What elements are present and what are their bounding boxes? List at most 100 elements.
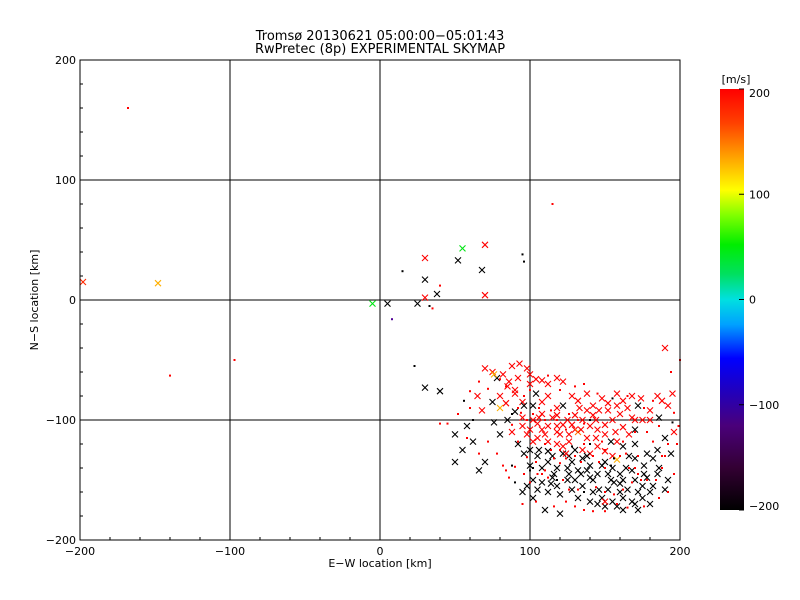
data-point-dot — [544, 419, 546, 421]
data-point-x — [538, 398, 546, 406]
data-point-x — [609, 416, 616, 424]
data-point-x — [478, 407, 486, 414]
data-point-x — [658, 397, 666, 405]
data-point-x — [534, 452, 541, 460]
data-point-dot — [505, 469, 507, 472]
data-point-x — [612, 428, 619, 436]
data-point-x — [463, 422, 471, 430]
y-tick-label: 100 — [55, 174, 76, 187]
data-point-dot — [551, 203, 554, 205]
data-point-x — [568, 392, 576, 400]
data-point-x — [568, 421, 576, 429]
data-point-dot — [439, 422, 441, 425]
data-point-dot — [619, 455, 621, 457]
x-axis-label: E−W location [km] — [328, 557, 431, 570]
colorbar-tick-label: −200 — [749, 500, 779, 513]
data-point-x — [669, 390, 676, 397]
data-point-x — [516, 360, 523, 367]
data-point-dot — [622, 488, 624, 491]
data-point-x — [594, 470, 601, 478]
data-point-x — [553, 411, 561, 419]
data-point-x — [639, 416, 646, 424]
data-point-dot — [673, 411, 675, 414]
data-point-dot — [508, 476, 510, 479]
data-point-dot — [583, 383, 585, 385]
data-point-x — [556, 491, 564, 498]
data-point-dot — [532, 413, 534, 415]
data-point-dot — [652, 440, 654, 443]
data-point-x — [526, 446, 534, 454]
data-point-dot — [553, 505, 555, 508]
x-axis-ticks: −200 −100 0 100 200 — [65, 534, 691, 558]
colorbar: [m/s] −200 −100 0 100 200 — [720, 73, 779, 513]
x-tick-label: 100 — [520, 545, 541, 558]
data-point-x — [565, 438, 573, 445]
data-point-x — [589, 411, 597, 419]
data-point-x — [529, 438, 537, 445]
data-point-x — [481, 365, 489, 372]
data-point-x — [613, 390, 621, 397]
data-point-dot — [547, 476, 549, 479]
data-point-x — [519, 398, 526, 406]
data-point-x — [549, 414, 556, 421]
data-point-dot — [514, 465, 516, 468]
data-point-dot — [547, 374, 549, 377]
data-point-x — [655, 414, 663, 421]
data-point-x — [490, 419, 498, 426]
data-point-dot — [628, 467, 630, 469]
data-point-dot — [673, 473, 675, 475]
data-point-x — [523, 431, 531, 438]
data-point-x — [559, 450, 567, 457]
data-point-x — [504, 416, 511, 424]
data-point-dot — [604, 467, 606, 469]
data-point-x — [598, 395, 606, 402]
data-point-x — [640, 462, 648, 469]
data-point-x — [529, 402, 537, 409]
data-point-x — [564, 464, 571, 472]
data-point-dot — [517, 440, 519, 443]
data-point-x — [520, 450, 528, 457]
data-point-x — [579, 416, 586, 424]
data-point-dot — [613, 493, 615, 496]
data-point-dot — [511, 423, 513, 426]
data-point-x — [519, 488, 526, 496]
data-point-dot — [431, 307, 434, 310]
data-point-x — [481, 291, 489, 299]
data-point-x — [592, 416, 600, 424]
data-point-x — [538, 426, 546, 433]
data-point-dot — [568, 488, 570, 491]
data-point-x — [586, 422, 594, 430]
data-point-dot — [541, 473, 543, 475]
data-point-dot — [529, 469, 531, 472]
data-point-dot — [670, 371, 672, 373]
colorbar-label: [m/s] — [722, 73, 751, 86]
data-point-x — [583, 452, 591, 460]
data-point-x — [583, 390, 591, 397]
data-point-dot — [514, 481, 516, 484]
data-point-dot — [472, 419, 474, 421]
data-point-dot — [562, 479, 564, 481]
data-point-x — [532, 390, 540, 397]
data-point-x — [475, 467, 483, 474]
data-point-dot — [671, 421, 674, 424]
data-point-x — [589, 402, 597, 409]
data-point-dot — [601, 440, 603, 443]
data-point-x — [586, 462, 594, 469]
data-point-x — [451, 458, 459, 466]
data-point-dot — [553, 457, 555, 460]
y-axis-label: N−S location [km] — [28, 250, 41, 351]
data-point-x — [579, 455, 586, 462]
data-point-dot — [616, 503, 618, 505]
data-point-x — [529, 494, 537, 502]
data-point-x — [433, 290, 441, 298]
data-point-x — [625, 431, 633, 438]
data-point-dot — [487, 387, 489, 390]
data-point-x — [601, 447, 609, 455]
data-point-x — [639, 494, 646, 502]
data-point-x — [661, 434, 669, 442]
data-point-x — [535, 414, 543, 421]
data-point-x — [454, 257, 462, 264]
data-point-x — [661, 344, 669, 352]
data-point-dot — [626, 395, 629, 397]
